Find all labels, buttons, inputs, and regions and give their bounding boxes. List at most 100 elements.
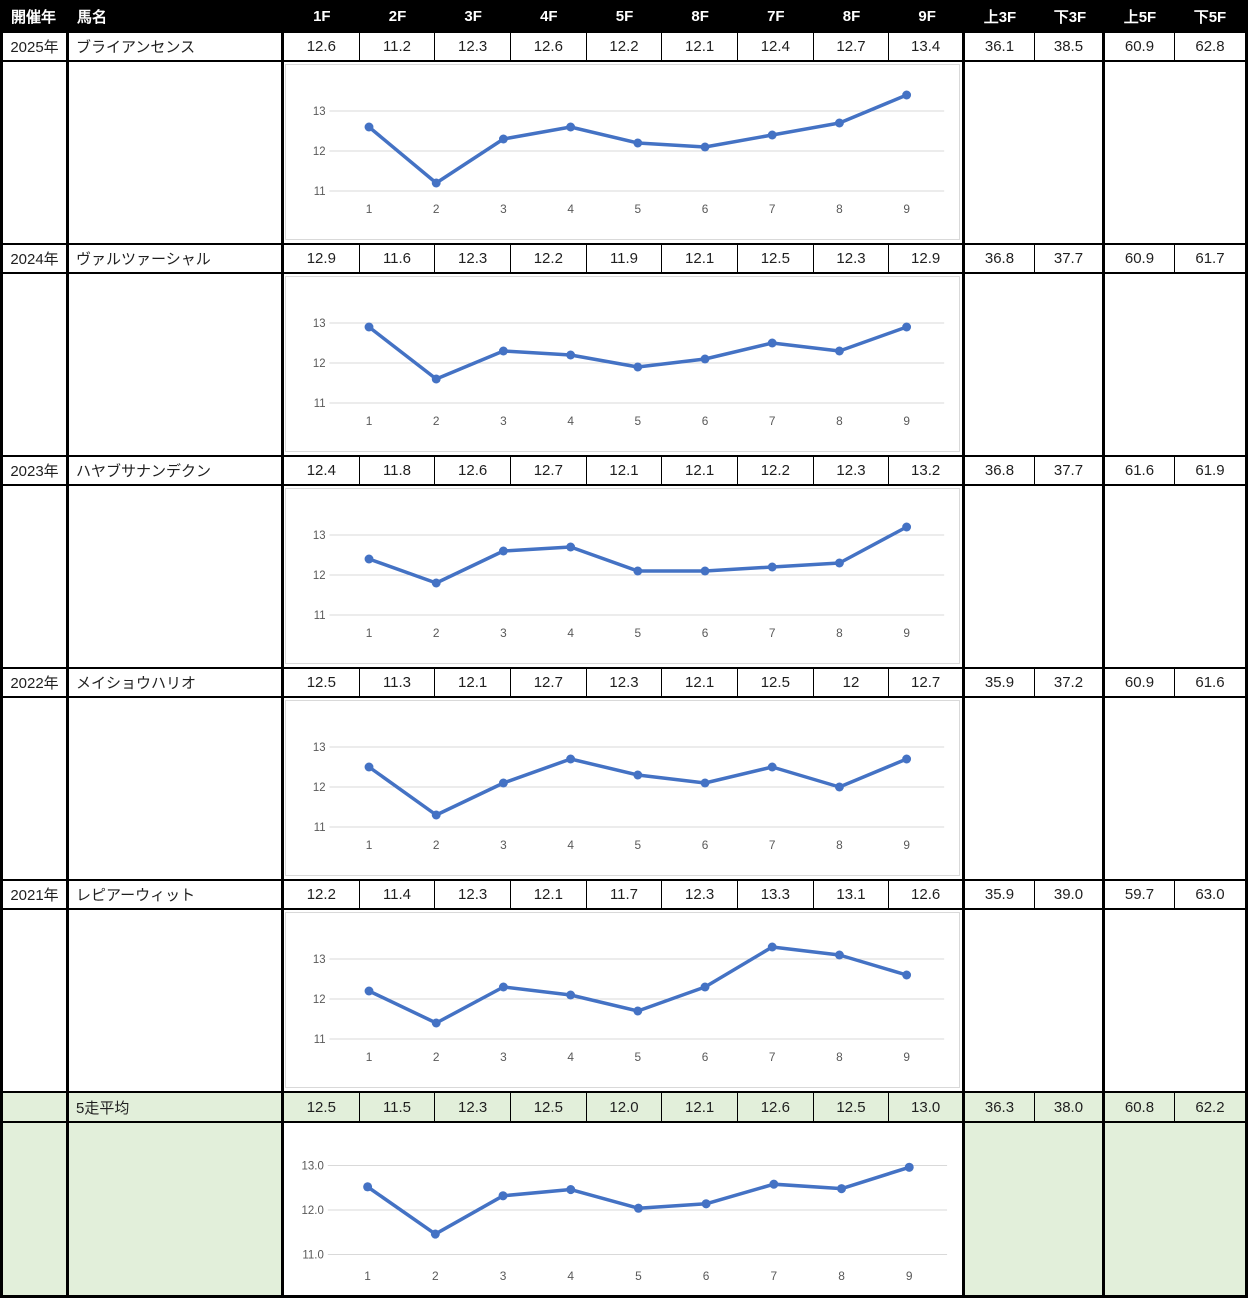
table-header-row: 開催年 馬名 1F 2F 3F 4F 5F 8F 7F 8F 9F 上3F 下3F 上5F 下5F <box>3 0 1245 33</box>
avg-agg-time-cell: 60.8 <box>1104 1093 1175 1121</box>
data-point-marker <box>633 362 643 372</box>
data-point-marker <box>700 142 710 152</box>
x-axis-tick-label: 4 <box>567 202 574 216</box>
x-axis-tick-label: 5 <box>635 838 642 852</box>
header-f-col: 7F <box>737 0 814 33</box>
agg-time-cell: 35.9 <box>964 669 1035 696</box>
data-point-marker <box>498 346 508 356</box>
data-point-marker <box>700 354 710 364</box>
empty-agg-cell <box>965 274 1105 455</box>
year-chart-row: 13 12 11 1 2 3 4 5 6 7 8 9 <box>3 274 1245 457</box>
avg-lap-time-cell: 11.5 <box>359 1093 436 1121</box>
x-axis-tick-label: 8 <box>836 202 843 216</box>
year-chart-row: 13 12 11 1 2 3 4 5 6 7 8 9 <box>3 698 1245 881</box>
x-axis-tick-label: 9 <box>903 626 910 640</box>
x-axis-tick-label: 1 <box>364 1269 371 1283</box>
lap-time-cell: 12.1 <box>510 881 587 908</box>
lap-time-cell: 13.3 <box>737 881 814 908</box>
avg-lap-time-cell: 12.6 <box>737 1093 814 1121</box>
lap-chart-cell: 13 12 11 1 2 3 4 5 6 7 8 9 <box>284 274 965 455</box>
data-point-marker <box>834 950 844 960</box>
x-axis-tick-label: 3 <box>500 626 507 640</box>
data-point-marker <box>566 350 576 360</box>
y-axis-tick-label: 12.0 <box>302 1205 324 1217</box>
header-f-col: 5F <box>586 0 663 33</box>
x-axis-tick-label: 3 <box>500 838 507 852</box>
year-cell: 2022年 <box>3 669 69 696</box>
x-axis-tick-label: 6 <box>702 1050 709 1064</box>
data-point-marker <box>566 542 576 552</box>
data-point-marker <box>364 554 374 564</box>
data-point-marker <box>767 562 777 572</box>
header-f-col: 3F <box>435 0 511 33</box>
empty-year-cell <box>3 910 69 1091</box>
data-point-marker <box>633 1203 643 1213</box>
lap-time-cell: 11.4 <box>359 881 436 908</box>
y-axis-tick-label: 12 <box>313 782 326 794</box>
avg-lap-chart-cell: 13.0 12.0 11.0 1 2 3 4 5 6 7 8 9 <box>284 1123 965 1295</box>
lap-time-cell: 12.7 <box>510 457 587 484</box>
y-axis-tick-label: 11 <box>314 398 326 410</box>
data-point-marker <box>902 970 912 980</box>
average-chart-row: 13.0 12.0 11.0 1 2 3 4 5 6 7 8 9 <box>3 1123 1245 1295</box>
header-f-col: 8F <box>662 0 738 33</box>
lap-time-line <box>365 1165 911 1236</box>
y-axis-tick-label: 11 <box>314 186 326 198</box>
chart-frame: 13.0 12.0 11.0 1 2 3 4 5 6 7 8 9 <box>284 1123 962 1295</box>
empty-year-cell <box>3 486 69 667</box>
agg-time-cell: 61.6 <box>1174 669 1245 696</box>
lap-time-cell: 12.6 <box>435 457 511 484</box>
x-axis-tick-label: 6 <box>702 202 709 216</box>
y-axis-tick-label: 11 <box>314 1034 326 1046</box>
header-f-col: 9F <box>889 0 965 33</box>
data-point-marker <box>700 982 710 992</box>
lap-time-cell: 12.2 <box>510 245 587 272</box>
empty-horse-cell <box>69 62 284 243</box>
data-point-marker <box>767 942 777 952</box>
data-point-marker <box>769 1179 779 1189</box>
x-axis-tick-label: 2 <box>433 414 440 428</box>
lap-chart-cell: 13 12 11 1 2 3 4 5 6 7 8 9 <box>284 910 965 1091</box>
agg-time-cell: 36.1 <box>964 33 1035 60</box>
data-point-marker <box>834 782 844 792</box>
agg-time-cell: 61.7 <box>1174 245 1245 272</box>
y-axis-tick-label: 13 <box>313 106 326 118</box>
lap-time-cell: 12.1 <box>662 669 738 696</box>
x-axis-tick-label: 1 <box>366 626 373 640</box>
empty-agg-cell <box>1105 910 1245 1091</box>
empty-horse-cell <box>69 1123 284 1295</box>
horse-name-cell: ブライアンセンス <box>69 33 284 60</box>
lap-time-cell: 12 <box>813 669 890 696</box>
empty-horse-cell <box>69 274 284 455</box>
agg-time-cell: 37.7 <box>1034 245 1105 272</box>
year-chart-row: 13 12 11 1 2 3 4 5 6 7 8 9 <box>3 486 1245 669</box>
data-point-marker <box>431 178 441 188</box>
lap-time-cell: 11.7 <box>586 881 663 908</box>
empty-year-cell <box>3 1123 69 1295</box>
x-axis-tick-label: 4 <box>567 838 574 852</box>
y-axis-tick-label: 12 <box>313 358 326 370</box>
header-agg-col: 上3F <box>964 0 1035 33</box>
lap-chart-cell: 13 12 11 1 2 3 4 5 6 7 8 9 <box>284 698 965 879</box>
data-point-marker <box>902 522 912 532</box>
data-point-marker <box>431 1018 441 1028</box>
data-point-marker <box>902 754 912 764</box>
data-point-marker <box>498 1191 508 1201</box>
agg-time-cell: 37.2 <box>1034 669 1105 696</box>
data-point-marker <box>904 1162 914 1172</box>
empty-year-cell <box>3 62 69 243</box>
x-axis-tick-label: 5 <box>635 626 642 640</box>
avg-agg-time-cell: 62.2 <box>1174 1093 1245 1121</box>
data-point-marker <box>767 762 777 772</box>
lap-time-cell: 12.9 <box>889 245 965 272</box>
data-point-marker <box>566 122 576 132</box>
lap-time-cell: 13.1 <box>813 881 890 908</box>
data-point-marker <box>633 566 643 576</box>
data-point-marker <box>566 1184 576 1195</box>
x-axis-tick-label: 9 <box>903 838 910 852</box>
x-axis-tick-label: 1 <box>366 414 373 428</box>
agg-time-cell: 36.8 <box>964 245 1035 272</box>
